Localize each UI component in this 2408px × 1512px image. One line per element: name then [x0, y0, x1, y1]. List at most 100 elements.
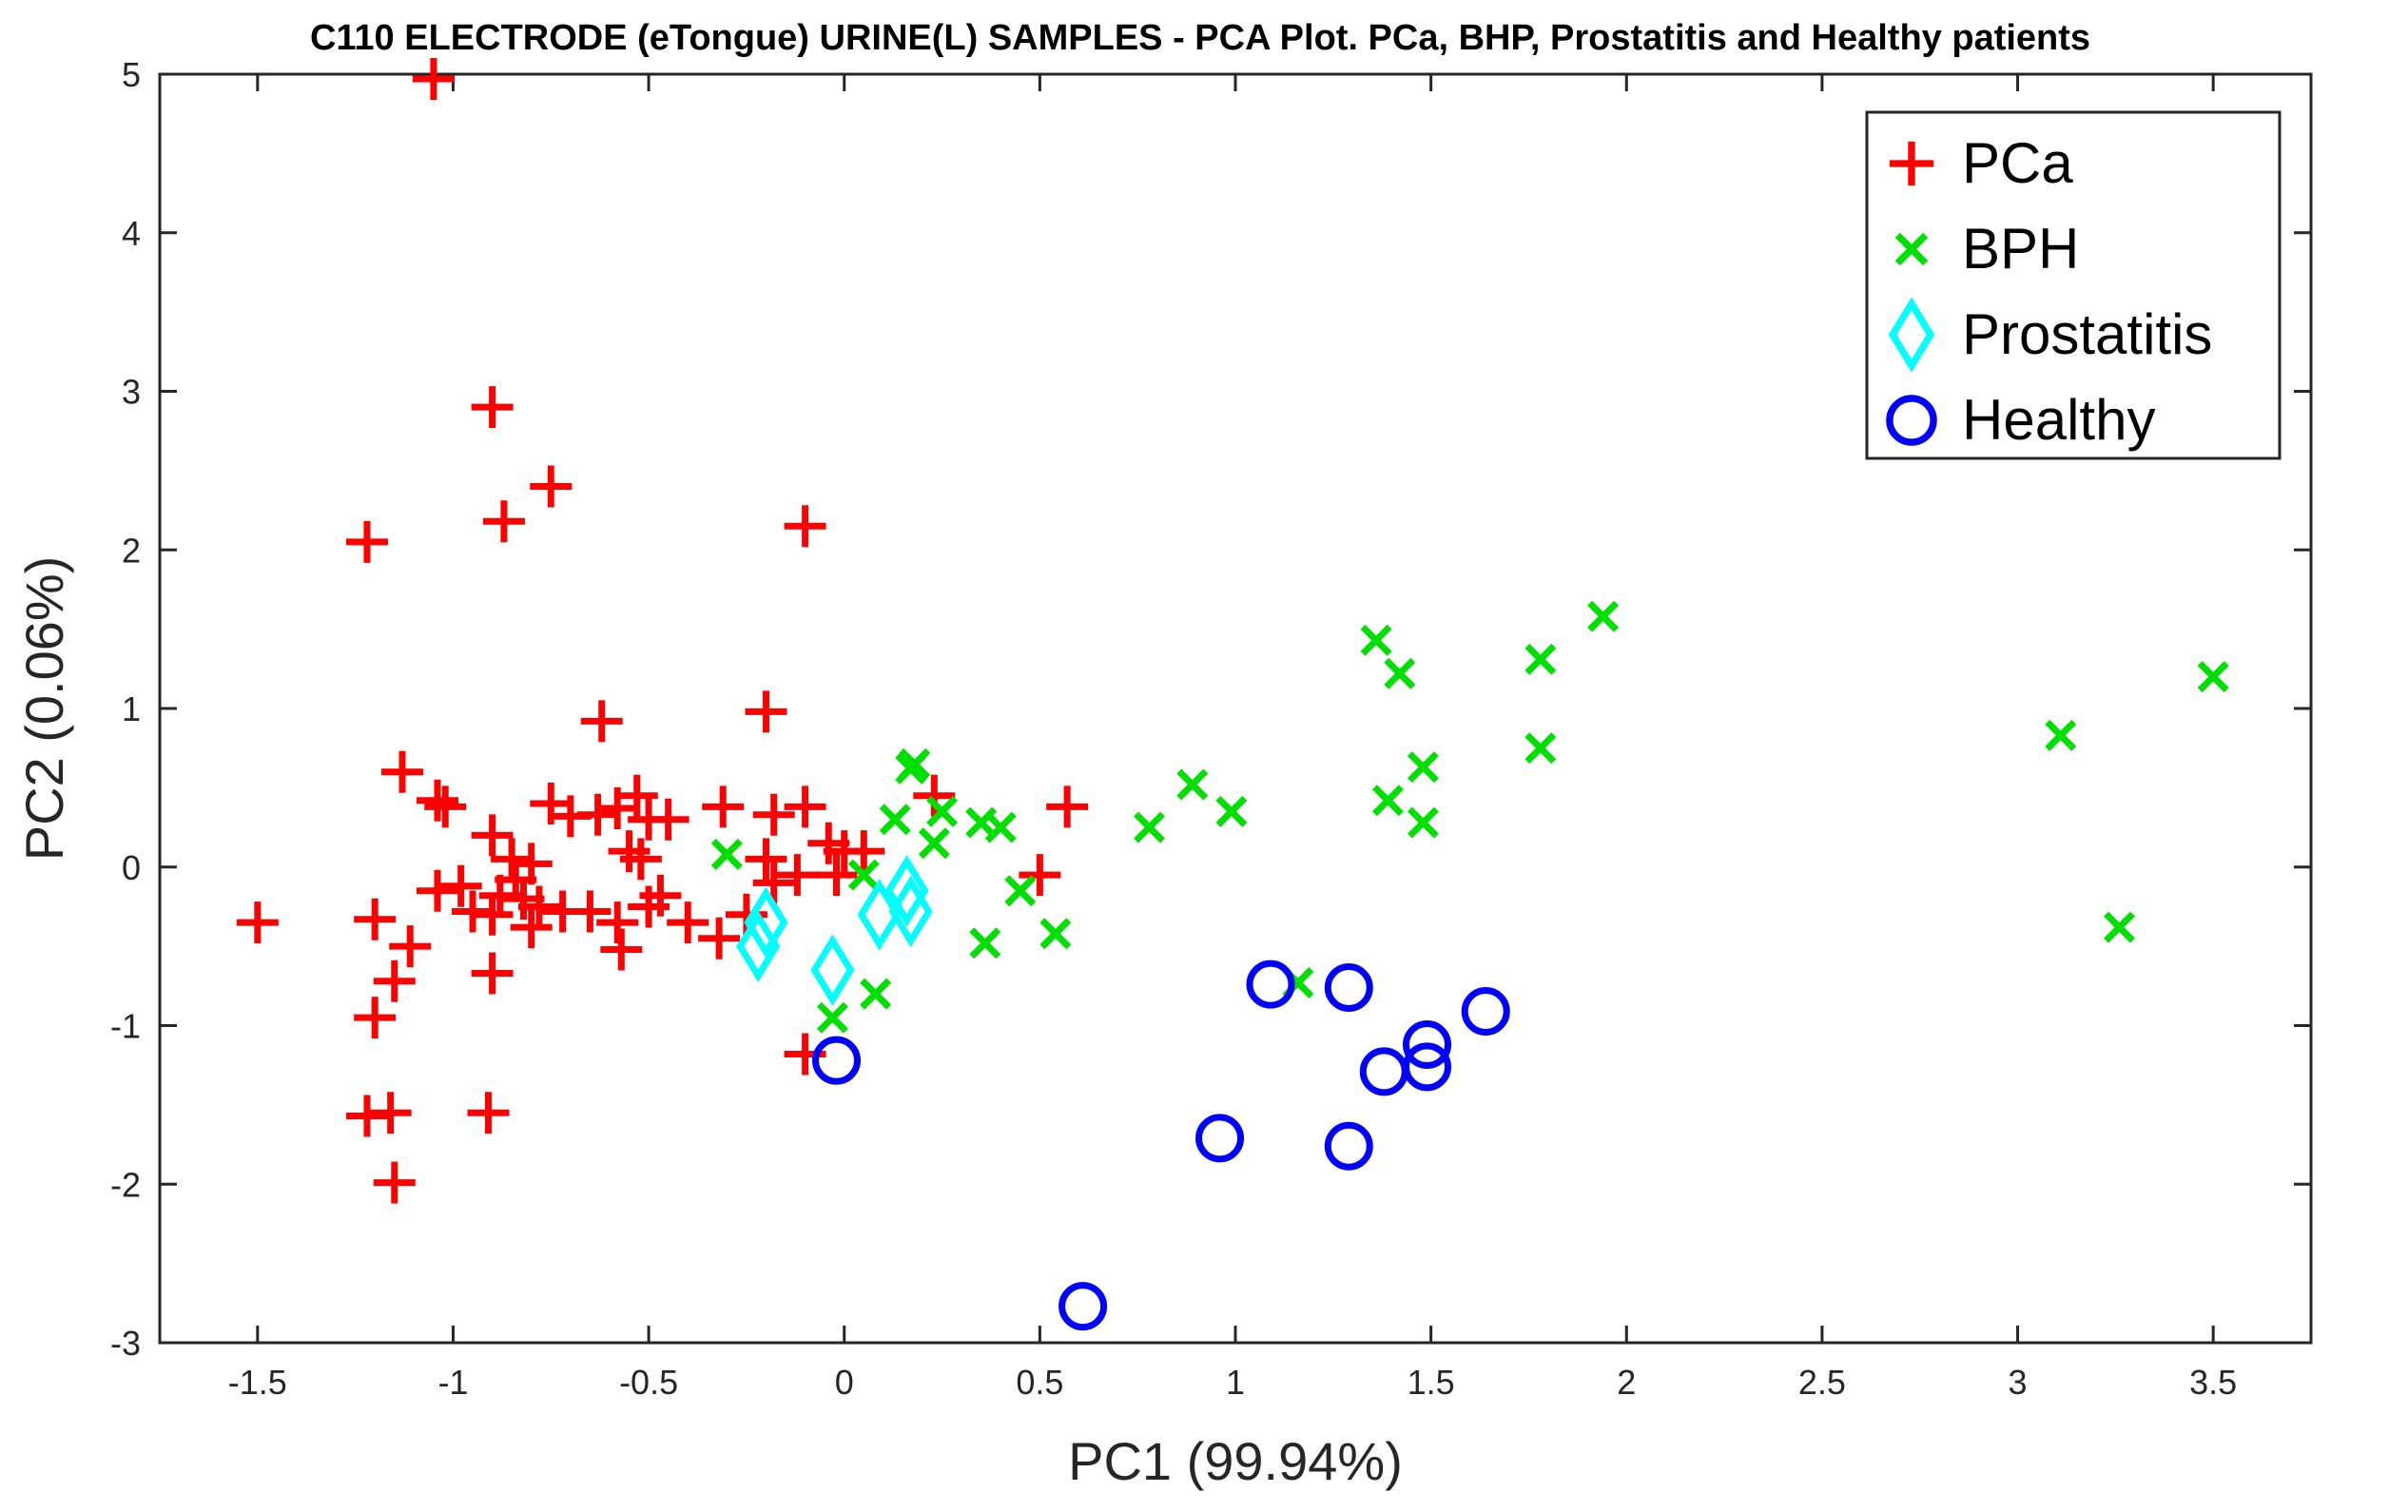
bph-point — [1407, 751, 1439, 784]
pca-point — [389, 925, 432, 968]
pca-point — [424, 785, 467, 828]
healthy-point — [812, 1036, 862, 1085]
bph-point — [816, 1001, 848, 1034]
bph-point — [984, 811, 1017, 843]
y-tick-label: 3 — [122, 373, 141, 412]
prostatitis-point — [884, 855, 929, 927]
healthy-point — [1403, 1020, 1452, 1070]
x-tick-label: 1.5 — [1408, 1363, 1455, 1402]
pca-point — [373, 960, 416, 1002]
healthy-point — [1058, 1282, 1108, 1331]
bph-point — [1371, 785, 1404, 817]
pca-point — [510, 906, 553, 949]
pca-point — [380, 750, 423, 793]
x-tick-label: 3 — [2009, 1363, 2028, 1402]
pca-point — [373, 1161, 416, 1204]
legend-box — [1865, 110, 2282, 460]
legend-item-bph: BPH — [1894, 217, 2079, 281]
pca-point — [913, 774, 956, 817]
prostatitis-point — [857, 879, 902, 951]
pca-point — [776, 854, 819, 897]
healthy-point — [1324, 962, 1373, 1012]
bph-point — [1176, 768, 1209, 801]
x-axis-ticks: -1.5 -1 -0.5 0 0.5 1 1.5 2 2.5 3 3.5 — [228, 74, 2237, 1402]
healthy-point — [1195, 1114, 1245, 1163]
pca-point — [843, 830, 885, 873]
bph-point — [1039, 918, 1072, 950]
bph-point — [969, 927, 1001, 960]
bph-point — [1384, 657, 1416, 689]
prostatitis-point — [736, 910, 781, 982]
y-tick-label: 1 — [122, 689, 141, 728]
y-tick-label: 2 — [122, 531, 141, 570]
x-tick-label: 0.5 — [1016, 1363, 1063, 1402]
bph-point — [1524, 732, 1557, 765]
pca-point — [619, 838, 662, 881]
pca-point — [491, 838, 534, 881]
pca-point — [600, 928, 643, 971]
pca-point — [745, 838, 787, 881]
series-pca — [236, 58, 1089, 1204]
pca-point — [471, 386, 514, 429]
prostatitis-point — [888, 875, 933, 948]
legend-marker-pca — [1889, 141, 1934, 186]
series-healthy — [812, 960, 1510, 1331]
bph-point — [860, 978, 892, 1010]
legend-marker-bph — [1894, 232, 1929, 266]
pca-point — [530, 465, 573, 508]
series-prostatitis — [736, 855, 933, 1006]
pca-point — [569, 890, 612, 933]
pca-point — [667, 901, 709, 944]
prostatitis-point — [810, 934, 855, 1006]
x-tick-label: 2 — [1617, 1363, 1636, 1402]
bph-point — [847, 859, 880, 891]
pca-point — [580, 700, 623, 743]
bph-point — [1587, 600, 1620, 632]
legend-item-prostatitis: Prostatitis — [1888, 297, 2212, 373]
pca-point — [369, 1092, 412, 1134]
y-axis-label: PC2 (0.06%) — [14, 556, 74, 862]
legend-item-healthy: Healthy — [1886, 388, 2155, 452]
healthy-point — [1324, 1121, 1373, 1171]
pca-point — [639, 874, 682, 917]
legend: PCa BPH Prostatitis Healthy — [1865, 110, 2282, 460]
legend-item-pca: PCa — [1889, 131, 2073, 195]
pca-point — [417, 869, 459, 912]
pca-point — [345, 520, 388, 563]
pca-point — [702, 785, 745, 828]
pca-point — [1019, 854, 1061, 897]
pca-point — [615, 774, 658, 817]
y-tick-label: 0 — [122, 848, 141, 887]
bph-point — [1215, 795, 1248, 827]
pca-point — [752, 862, 795, 904]
bph-point — [1407, 806, 1439, 839]
legend-label: Healthy — [1962, 388, 2155, 452]
legend-label: BPH — [1962, 217, 2079, 281]
legend-marker-prostatitis — [1888, 297, 1935, 373]
y-tick-label: 4 — [122, 214, 141, 253]
bph-point — [879, 804, 911, 836]
bph-point — [710, 838, 743, 870]
pca-point — [517, 885, 560, 928]
healthy-point — [1403, 1042, 1452, 1092]
pca-point — [647, 798, 689, 841]
y-tick-label: -3 — [110, 1324, 141, 1363]
pca-point — [354, 898, 397, 940]
pca-point — [784, 505, 826, 548]
pca-point — [698, 917, 741, 960]
pca-point — [236, 901, 279, 944]
pca-point — [471, 814, 514, 857]
legend-label: Prostatitis — [1962, 302, 2212, 366]
x-tick-label: 2.5 — [1798, 1363, 1846, 1402]
bph-point — [1004, 875, 1037, 907]
pca-point — [482, 500, 525, 543]
bph-point — [1134, 811, 1165, 843]
bph-point — [2197, 661, 2229, 693]
x-tick-label: -1.5 — [228, 1363, 287, 1402]
y-tick-label: -2 — [110, 1165, 141, 1204]
pca-point — [467, 1092, 510, 1134]
healthy-point — [1246, 960, 1295, 1009]
y-axis-ticks: -3 -2 -1 0 1 2 3 4 5 — [110, 55, 2311, 1363]
pca-point — [576, 793, 619, 836]
